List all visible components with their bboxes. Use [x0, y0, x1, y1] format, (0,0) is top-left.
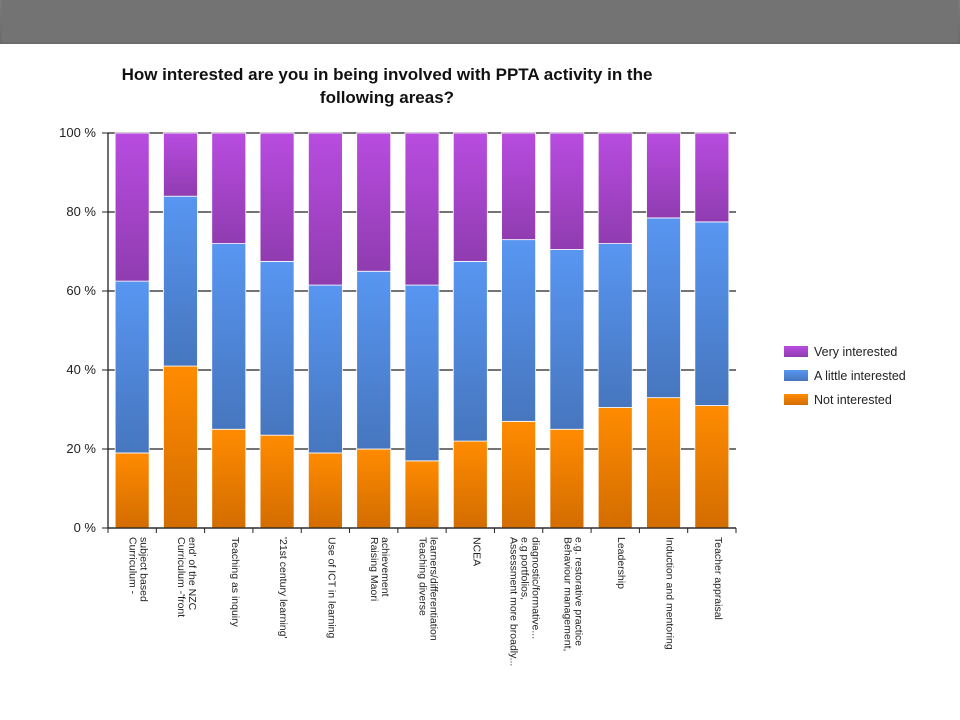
x-category-label: Curriculum - subject based: [127, 537, 150, 602]
y-axis-ticks: 0 % 20 % 40 % 60 % 80 % 100 %: [59, 125, 108, 535]
bar-very-interested-2: [163, 132, 198, 197]
y-tick-label: 0 %: [74, 520, 97, 535]
legend: Very interested A little interested Not in…: [784, 345, 906, 407]
x-category-label: Assessment more broadly... e.g portfolios…: [508, 537, 542, 666]
bar-a-little-interested-5: [307, 284, 343, 454]
bars: [114, 132, 730, 529]
x-category-label-line: Leadership: [615, 537, 627, 589]
bar-a-little-interested-12: [646, 217, 681, 399]
x-category-label: NCEA: [470, 537, 482, 566]
bar-not-interested-9: [501, 420, 537, 529]
bar-a-little-interested-7: [404, 284, 440, 462]
legend-label-very-interested: Very interested: [814, 345, 897, 359]
x-category-label-line: '21st century learning': [277, 537, 289, 638]
bar-very-interested-4: [259, 132, 295, 262]
bar-a-little-interested-4: [259, 260, 295, 436]
y-tick-label: 20 %: [66, 441, 96, 456]
legend-swatch-not-interested: [784, 394, 808, 405]
y-tick-label: 60 %: [66, 283, 96, 298]
bar-a-little-interested-11: [597, 243, 633, 408]
x-category-label-line: diagnostic/formative...: [530, 537, 542, 639]
bar-very-interested-5: [307, 132, 343, 286]
bar-very-interested-8: [452, 132, 488, 262]
bar-a-little-interested-13: [694, 221, 730, 406]
bar-not-interested-10: [549, 428, 585, 529]
bar-not-interested-1: [114, 452, 150, 529]
x-category-label-line: Teacher appraisal: [712, 537, 724, 620]
bar-a-little-interested-6: [356, 270, 392, 450]
bar-not-interested-2: [163, 365, 198, 529]
legend-label-a-little-interested: A little interested: [814, 369, 906, 383]
header-band-inner: [2, 0, 958, 42]
bar-a-little-interested-9: [501, 239, 537, 422]
y-tick-label: 100 %: [59, 125, 96, 140]
y-tick-label: 80 %: [66, 204, 96, 219]
bar-a-little-interested-8: [452, 260, 488, 442]
x-category-label-line: learners/differentiation: [428, 537, 440, 641]
bar-very-interested-12: [646, 132, 681, 219]
header-band: [0, 0, 960, 44]
x-category-label-line: Induction and mentoring: [664, 537, 676, 650]
bar-very-interested-3: [211, 132, 247, 244]
x-category-label: Raising Maori achievement: [368, 537, 391, 601]
bar-very-interested-9: [501, 132, 537, 241]
x-category-label-line: achievement: [379, 537, 391, 597]
x-axis-labels: Curriculum - subject based Curriculum -'fr…: [127, 537, 724, 666]
bar-not-interested-4: [259, 434, 295, 529]
bar-not-interested-3: [211, 428, 247, 529]
bar-very-interested-6: [356, 132, 392, 272]
chart-title: How interested are you in being involved…: [122, 65, 653, 107]
x-category-label: Induction and mentoring: [664, 537, 676, 650]
bar-very-interested-7: [404, 132, 440, 286]
bar-very-interested-11: [597, 132, 633, 244]
x-category-label: Curriculum -'front end' of the NZC: [175, 537, 198, 617]
x-category-label-line: Use of ICT in learning: [325, 537, 337, 639]
bar-a-little-interested-1: [114, 280, 150, 454]
bar-not-interested-6: [356, 448, 392, 529]
bar-very-interested-10: [549, 132, 585, 250]
bar-a-little-interested-10: [549, 249, 585, 430]
bar-very-interested-13: [694, 132, 730, 223]
x-category-label-line: subject based: [138, 537, 150, 602]
bar-not-interested-8: [452, 440, 488, 529]
bar-not-interested-5: [307, 452, 343, 529]
bar-not-interested-12: [646, 397, 681, 529]
x-category-label-line: Assessment more broadly...: [508, 537, 520, 666]
bar-not-interested-11: [597, 407, 633, 529]
bar-not-interested-7: [404, 460, 440, 529]
legend-label-not-interested: Not interested: [814, 393, 892, 407]
x-category-label-line: NCEA: [470, 537, 482, 566]
chart-title-line-1: How interested are you in being involved…: [122, 65, 653, 84]
x-category-label-line: Raising Maori: [368, 537, 380, 601]
x-category-label-line: Teaching as inquiry: [229, 537, 241, 628]
x-category-label: Leadership: [615, 537, 627, 589]
bar-a-little-interested-3: [211, 243, 247, 430]
x-category-label-line: end' of the NZC: [186, 537, 198, 611]
bar-a-little-interested-2: [163, 195, 198, 367]
x-category-label-line: Curriculum -: [127, 537, 139, 595]
x-category-label-line: Curriculum -'front: [175, 537, 187, 617]
x-category-label-line: Behaviour management,: [561, 537, 573, 651]
x-category-label: Teacher appraisal: [712, 537, 724, 620]
bar-very-interested-1: [114, 132, 150, 282]
x-category-label-line: Teaching diverse: [417, 537, 429, 616]
x-category-label: Teaching as inquiry: [229, 537, 241, 628]
x-category-label: '21st century learning': [277, 537, 289, 638]
x-category-label-line: e.g. restorative practice: [572, 537, 584, 646]
chart-title-line-2: following areas?: [320, 88, 454, 107]
axes: [107, 133, 737, 533]
bar-not-interested-13: [694, 405, 730, 529]
x-category-label: Teaching diverse learners/differentiation: [417, 537, 440, 641]
x-category-label: Use of ICT in learning: [325, 537, 337, 639]
legend-swatch-very-interested: [784, 346, 808, 357]
x-category-label-line: e.g portfolios,: [519, 537, 531, 600]
y-tick-label: 40 %: [66, 362, 96, 377]
x-category-label: Behaviour management, e.g. restorative pr…: [561, 537, 584, 651]
legend-swatch-a-little-interested: [784, 370, 808, 381]
